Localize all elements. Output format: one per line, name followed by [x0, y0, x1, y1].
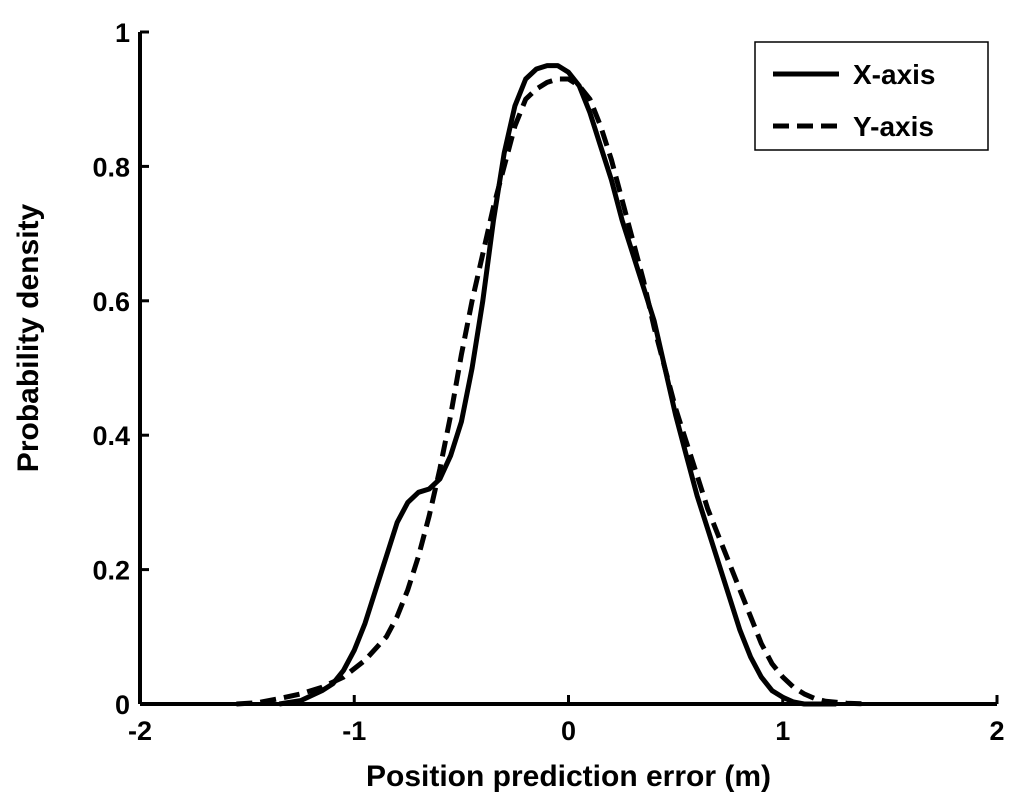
series-line-y-axis [236, 76, 869, 707]
legend-box [754, 41, 989, 151]
x-axis-label: Position prediction error (m) [366, 760, 771, 793]
x-tick-label: 1 [775, 716, 790, 746]
y-tick-label: 0 [115, 690, 130, 720]
tick-labels: -2 -1 0 1 2 0 0.2 0.4 0.6 0.8 1 [92, 18, 1004, 746]
y-axis-label: Probability density [12, 203, 45, 472]
x-tick-label: -2 [128, 716, 152, 746]
y-tick-label: 1 [115, 18, 130, 48]
legend-label-y-axis: Y-axis [853, 111, 934, 142]
legend: X-axis Y-axis [754, 41, 989, 151]
y-tick-label: 0.2 [92, 556, 130, 586]
x-tick-label: 2 [989, 716, 1004, 746]
series-line-x-axis [278, 63, 837, 707]
y-tick-label: 0.4 [92, 421, 130, 451]
x-tick-label: -1 [342, 716, 366, 746]
legend-label-x-axis: X-axis [853, 59, 936, 90]
series-lines [236, 63, 869, 707]
x-tick-label: 0 [561, 716, 576, 746]
y-tick-label: 0.8 [92, 152, 130, 182]
y-tick-label: 0.6 [92, 287, 130, 317]
